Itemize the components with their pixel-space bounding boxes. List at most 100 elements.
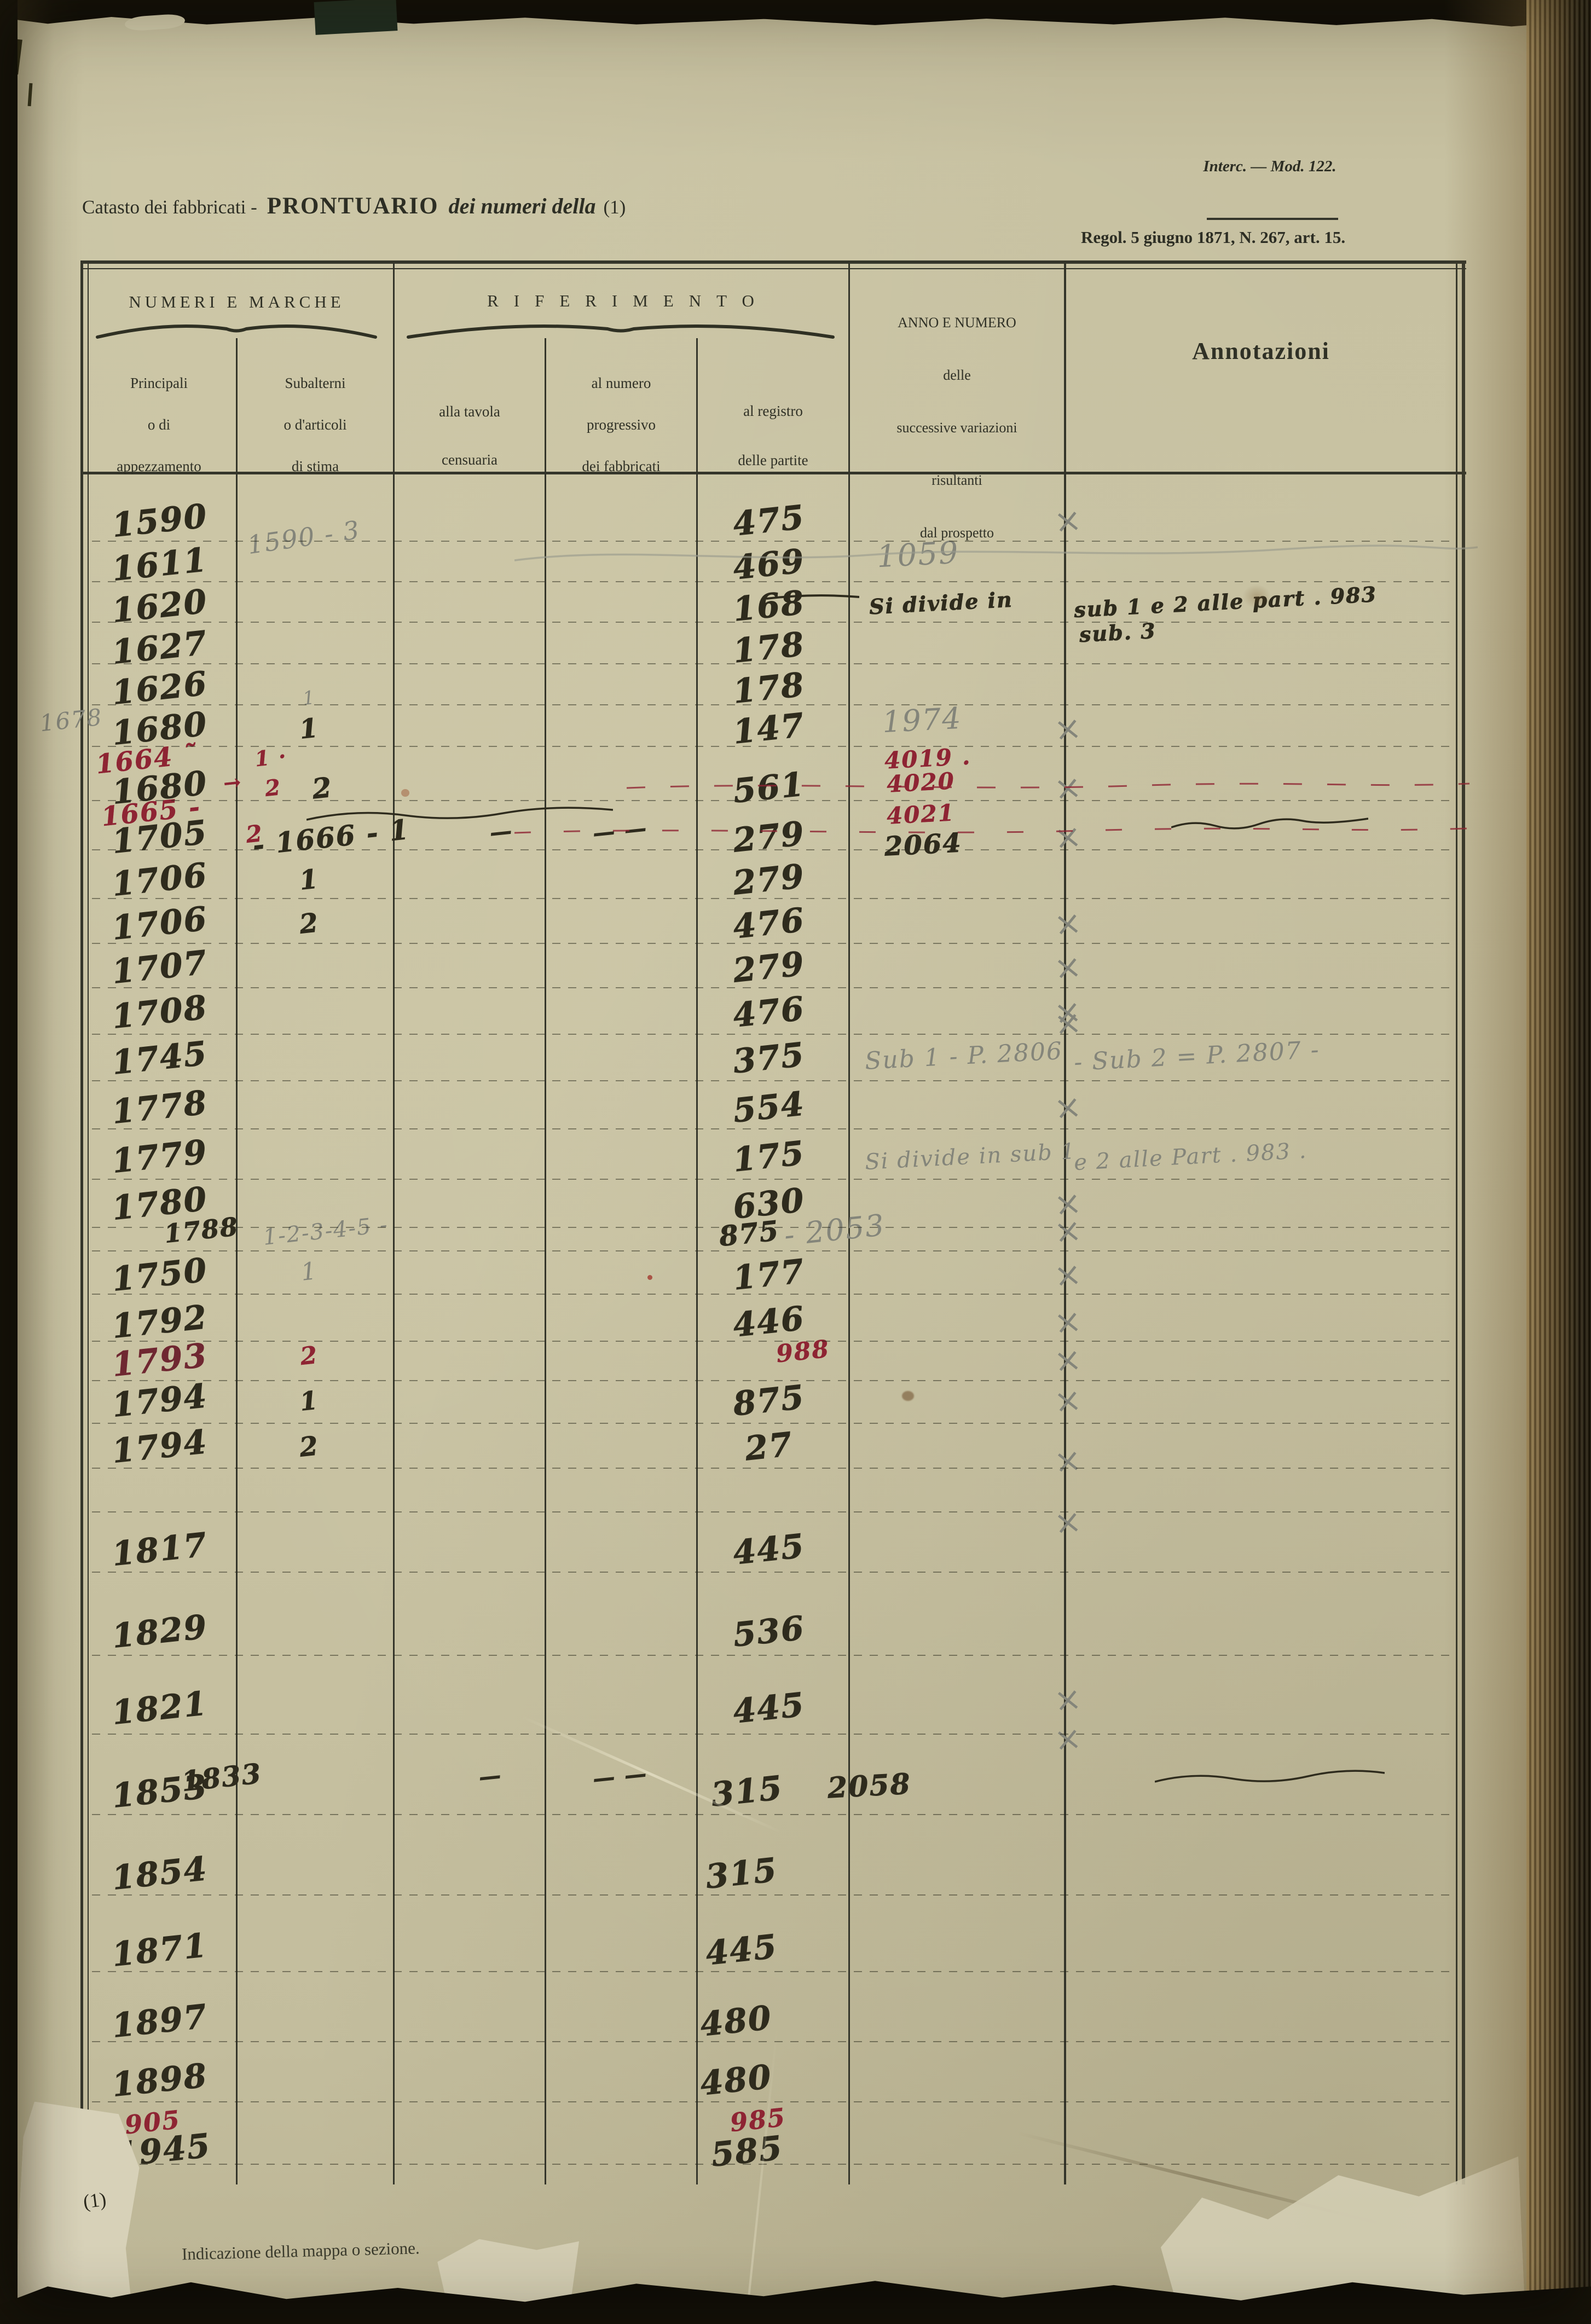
handwritten-entry: 375 bbox=[731, 1035, 807, 1081]
handwritten-entry: 2 bbox=[298, 1430, 321, 1463]
pencil-x-mark: × bbox=[1052, 1679, 1085, 1720]
handwritten-entry: 279 bbox=[731, 944, 807, 990]
title-prontuario: PRONTUARIO bbox=[267, 193, 439, 219]
left-margin-shadow bbox=[18, 0, 83, 2324]
handwritten-entry: 585 bbox=[709, 2129, 785, 2175]
row-rule bbox=[92, 1341, 1449, 1342]
group-header-numeri-e-marche: NUMERI E MARCHE bbox=[129, 292, 345, 311]
title-dei-numeri: dei numeri della bbox=[448, 194, 596, 218]
stain bbox=[902, 1391, 914, 1401]
handwritten-entry: → bbox=[222, 769, 244, 796]
handwritten-entry: 875 bbox=[731, 1378, 807, 1424]
handwritten-entry: 445 bbox=[704, 1927, 780, 1973]
table-right-border bbox=[1462, 262, 1465, 2184]
row-rule bbox=[92, 1468, 1449, 1469]
pencil-x-mark: × bbox=[1052, 903, 1085, 944]
handwritten-entry: 476 bbox=[731, 901, 807, 947]
row-rule bbox=[92, 1572, 1449, 1573]
handwritten-entry: 445 bbox=[731, 1685, 807, 1731]
group-header-riferimento: RIFERIMENTO bbox=[487, 291, 770, 310]
pencil-x-mark: × bbox=[1052, 1502, 1085, 1543]
row-rule bbox=[92, 1034, 1449, 1035]
title-catasto: Catasto dei fabbricati - bbox=[82, 196, 257, 218]
col-line-marche-riferimento bbox=[393, 262, 395, 2184]
handwritten-entry: 475 bbox=[731, 498, 807, 544]
handwritten-entry: 561 bbox=[731, 765, 807, 811]
handwritten-entry: 988 bbox=[774, 1335, 831, 1369]
binding-patch-top bbox=[314, 0, 398, 35]
handwritten-entry: 480 bbox=[698, 2058, 774, 2103]
row-rule bbox=[92, 704, 1449, 705]
header-bottom-rule bbox=[80, 472, 1466, 474]
row-rule bbox=[92, 581, 1449, 582]
form-model-underline bbox=[1207, 218, 1338, 220]
handwritten-entry: 445 bbox=[731, 1527, 807, 1573]
brace-numeri-icon bbox=[96, 324, 377, 339]
footnote-mark: (1) bbox=[82, 2188, 108, 2213]
row-rule bbox=[92, 2101, 1449, 2102]
table-right-border-inner bbox=[1456, 262, 1457, 2184]
row-rule bbox=[92, 800, 1449, 801]
pencil-x-mark: × bbox=[1052, 1718, 1085, 1760]
stain bbox=[401, 789, 409, 797]
row-rule bbox=[92, 2041, 1449, 2042]
handwritten-entry: 315 bbox=[709, 1769, 785, 1815]
col-line-registro-anno bbox=[848, 262, 850, 2184]
page-title: Catasto dei fabbricati - PRONTUARIO dei … bbox=[82, 193, 626, 219]
title-footnote-ref: (1) bbox=[603, 196, 626, 218]
row-rule bbox=[92, 1128, 1449, 1129]
handwritten-entry: 1 bbox=[298, 863, 321, 896]
handwritten-entry: 4020 bbox=[886, 767, 956, 798]
row-rule bbox=[92, 746, 1449, 747]
row-rule bbox=[92, 1380, 1449, 1381]
handwritten-entry: 1 bbox=[298, 712, 321, 745]
pencil-x-mark: × bbox=[1052, 1087, 1085, 1128]
row-rule bbox=[92, 1227, 1449, 1228]
handwritten-entry: 147 bbox=[731, 706, 807, 752]
row-rule bbox=[92, 541, 1449, 542]
book-fore-edge bbox=[1526, 0, 1591, 2324]
pencil-x-mark: × bbox=[1052, 1440, 1085, 1482]
handwritten-entry: 175 bbox=[731, 1134, 807, 1180]
pencil-x-mark: × bbox=[1052, 947, 1085, 988]
page-curl-shadow bbox=[1444, 0, 1526, 2324]
col-line-anno-annotazioni bbox=[1064, 262, 1066, 2184]
row-rule bbox=[92, 1080, 1449, 1081]
handwritten-entry: 480 bbox=[698, 1998, 774, 2044]
column-header-annotazioni: Annotazioni bbox=[1192, 338, 1330, 364]
row-rule bbox=[92, 1250, 1449, 1251]
column-header-registro: al registro delle partite bbox=[738, 403, 808, 468]
pencil-x-mark: × bbox=[1052, 708, 1085, 750]
pencil-x-mark: × bbox=[1052, 1380, 1085, 1422]
table-left-border-inner bbox=[88, 260, 89, 2211]
red-ink-speck bbox=[647, 1275, 652, 1280]
pencil-x-mark: × bbox=[1052, 1254, 1085, 1296]
row-rule bbox=[92, 1423, 1449, 1424]
handwritten-entry: — bbox=[488, 818, 514, 846]
row-rule bbox=[92, 1734, 1449, 1735]
row-rule bbox=[92, 1894, 1449, 1896]
handwritten-entry: 536 bbox=[731, 1609, 807, 1655]
handwritten-entry: — bbox=[477, 1762, 504, 1790]
column-header-progressivo: al numero progressivo dei fabbricati bbox=[582, 375, 661, 474]
handwritten-entry: 2064 bbox=[883, 827, 963, 862]
handwritten-entry: 2 bbox=[299, 1341, 320, 1371]
handwritten-entry: 315 bbox=[704, 1851, 780, 1897]
handwritten-entry: 1 bbox=[299, 1257, 319, 1286]
row-rule bbox=[92, 2164, 1449, 2165]
handwritten-entry: 1974 bbox=[881, 700, 963, 740]
stain bbox=[1242, 584, 1271, 608]
regulation-ref: Regol. 5 giugno 1871, N. 267, art. 15. bbox=[1081, 228, 1346, 247]
handwritten-entry: 2 bbox=[263, 774, 283, 802]
table-left-border bbox=[80, 260, 83, 2211]
handwritten-entry: 476 bbox=[731, 989, 807, 1035]
handwritten-entry: 2058 bbox=[826, 1767, 912, 1805]
pencil-x-mark: × bbox=[1052, 1002, 1085, 1044]
pencil-x-mark: × bbox=[1052, 1301, 1085, 1343]
handwritten-entry: 177 bbox=[731, 1252, 807, 1298]
handwritten-entry: 1 bbox=[298, 1385, 320, 1417]
form-model-ref: Interc. — Mod. 122. bbox=[1203, 158, 1337, 175]
row-rule bbox=[92, 622, 1449, 623]
